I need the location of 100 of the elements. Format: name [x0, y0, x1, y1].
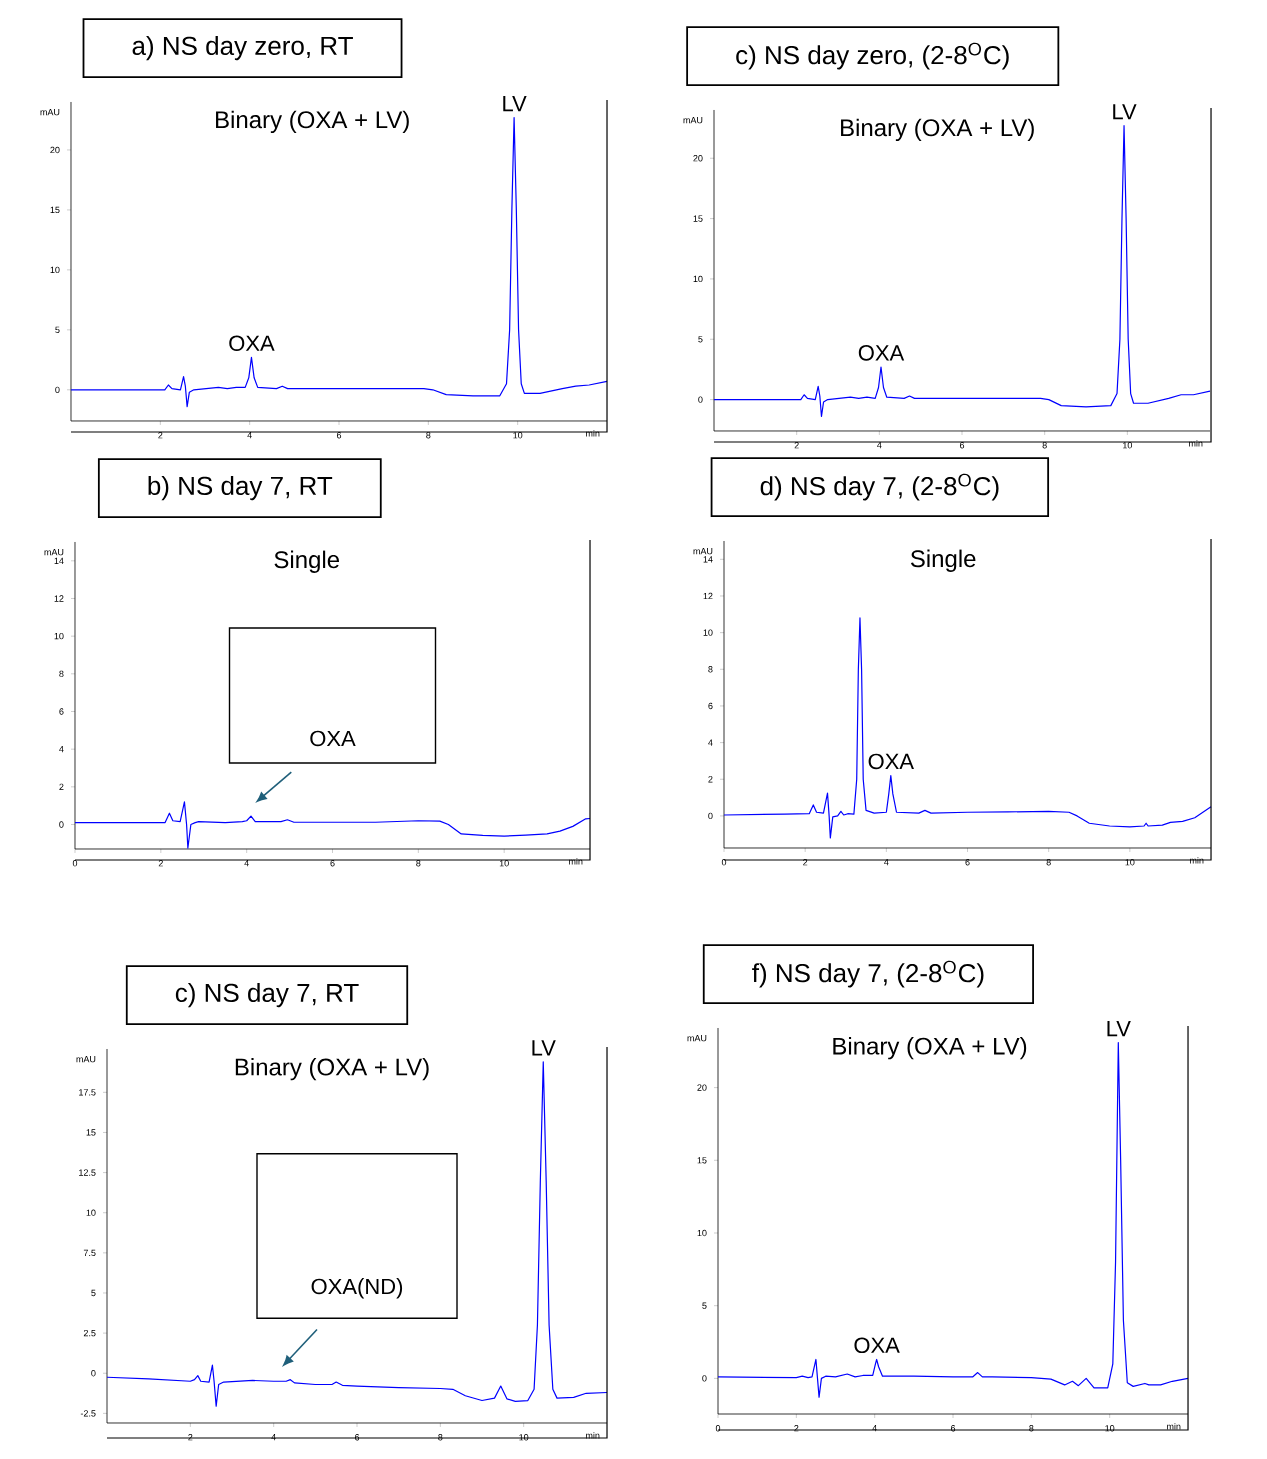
chart-subtitle: Single: [274, 550, 340, 573]
y-tick-label: 2: [59, 783, 64, 790]
x-tick-label: 6: [336, 432, 342, 439]
line-series: [723, 617, 1212, 839]
annotation: LV: [1107, 1021, 1131, 1037]
y-tick-label: 15: [86, 1129, 96, 1136]
x-tick-label: 10: [513, 432, 523, 439]
y-tick-label: 10: [693, 275, 703, 283]
x-tick-label: 6: [959, 442, 965, 449]
y-tick-label: 8: [59, 670, 64, 678]
y-tick-label: 17.5: [79, 1089, 96, 1096]
annotation: OXA: [229, 335, 275, 352]
y-tick-label: 0: [91, 1370, 96, 1377]
x-tick-label: 4: [877, 442, 882, 449]
x-axis-title: min: [1190, 857, 1204, 864]
y-tick-label: 14: [54, 557, 64, 564]
x-axis-title: min: [586, 430, 600, 437]
chart-subtitle: Binary (OXA + LV): [235, 1057, 429, 1081]
y-tick-label: 10: [697, 1229, 707, 1237]
y-tick-label: 7.5: [83, 1249, 96, 1256]
chart-subtitle: Binary (OXA + LV): [833, 1037, 1027, 1060]
annotation: LV: [503, 96, 527, 112]
y-tick-label: 8: [708, 666, 713, 673]
annotation: LV: [1113, 104, 1137, 120]
chart-subtitle: Single: [910, 549, 976, 572]
annotation: OXA: [310, 730, 356, 747]
y-tick-label: 0: [702, 1375, 707, 1382]
y-axis-title: mAU: [76, 1056, 96, 1063]
chart-subtitle: Binary (OXA + LV): [216, 110, 409, 134]
y-tick-label: 20: [50, 146, 60, 154]
y-tick-label: 4: [59, 746, 64, 753]
x-tick-label: 6: [354, 1434, 360, 1441]
annotation: OXA: [868, 753, 914, 770]
y-tick-label: 0: [698, 396, 703, 403]
x-tick-label: 8: [1029, 1425, 1034, 1432]
y-tick-label: 2: [708, 776, 713, 783]
y-tick-label: 10: [54, 632, 64, 640]
y-tick-label: -2.5: [80, 1410, 96, 1417]
y-axis-title: mAU: [40, 109, 60, 116]
x-tick-label: 2: [188, 1434, 193, 1441]
annotation: OXA: [858, 345, 905, 361]
y-tick-label: 12: [54, 595, 64, 602]
chart-title: d) NS day 7, (2-8$^{O}$C): [760, 473, 999, 501]
y-tick-label: 4: [708, 739, 713, 746]
chart-title: c) NS day 7, RT: [175, 982, 359, 1008]
y-tick-label: 10: [703, 629, 713, 636]
y-tick-label: 0: [708, 812, 713, 820]
x-axis-title: min: [586, 1432, 600, 1439]
y-axis-title: mAU: [693, 548, 713, 555]
y-tick-label: 0: [59, 821, 64, 828]
y-tick-label: 12: [703, 592, 713, 600]
chart-title: a) NS day zero, RT: [132, 35, 353, 61]
x-tick-label: 2: [158, 860, 163, 867]
y-tick-label: 5: [702, 1302, 707, 1309]
x-axis-title: min: [1167, 1423, 1181, 1430]
x-tick-label: 4: [271, 1434, 276, 1441]
annotation: OXA(ND): [311, 1278, 403, 1299]
y-tick-label: 20: [693, 155, 703, 162]
x-tick-label: 8: [426, 432, 431, 439]
y-tick-label: 10: [86, 1209, 96, 1216]
x-tick-label: 0: [72, 860, 78, 867]
y-tick-label: 15: [697, 1157, 707, 1164]
x-tick-label: 0: [721, 859, 727, 866]
y-axis-title: mAU: [683, 117, 703, 124]
y-tick-label: 2.5: [83, 1329, 96, 1337]
y-tick-label: 15: [693, 215, 703, 222]
x-tick-label: 4: [247, 432, 252, 439]
x-tick-label: 6: [950, 1425, 956, 1432]
x-tick-label: 8: [1042, 442, 1047, 449]
y-tick-label: 14: [703, 556, 713, 563]
y-tick-label: 5: [698, 336, 703, 343]
x-tick-label: 2: [794, 1425, 799, 1432]
x-tick-label: 4: [872, 1425, 877, 1432]
x-tick-label: 10: [499, 860, 509, 867]
y-tick-label: 0: [55, 386, 60, 393]
chart-title: f) NS day 7, (2-8$^{O}$C): [752, 960, 984, 988]
x-tick-label: 4: [884, 859, 889, 866]
y-tick-label: 10: [50, 266, 60, 274]
y-tick-label: 5: [91, 1289, 96, 1297]
x-tick-label: 10: [1125, 859, 1135, 866]
x-tick-label: 10: [1123, 442, 1132, 449]
x-axis-title: min: [569, 858, 583, 865]
annotation: OXA: [854, 1337, 900, 1354]
x-tick-label: 4: [244, 860, 249, 867]
x-tick-label: 6: [330, 860, 335, 867]
y-axis-title: mAU: [44, 549, 64, 556]
x-tick-label: 8: [1046, 859, 1051, 866]
x-tick-label: 6: [965, 859, 970, 866]
chart-title: b) NS day 7, RT: [148, 475, 333, 501]
x-tick-label: 2: [803, 859, 808, 866]
chart-subtitle: Binary (OXA + LV): [841, 118, 1034, 142]
y-axis-title: mAU: [687, 1035, 707, 1042]
y-tick-label: 15: [50, 206, 60, 214]
y-tick-label: 5: [55, 326, 60, 333]
annotation: LV: [532, 1040, 556, 1056]
x-axis-title: min: [1189, 440, 1203, 447]
x-tick-label: 2: [794, 442, 799, 449]
x-tick-label: 8: [438, 1434, 443, 1441]
x-tick-label: 2: [158, 432, 163, 439]
y-tick-label: 12.5: [79, 1169, 96, 1176]
